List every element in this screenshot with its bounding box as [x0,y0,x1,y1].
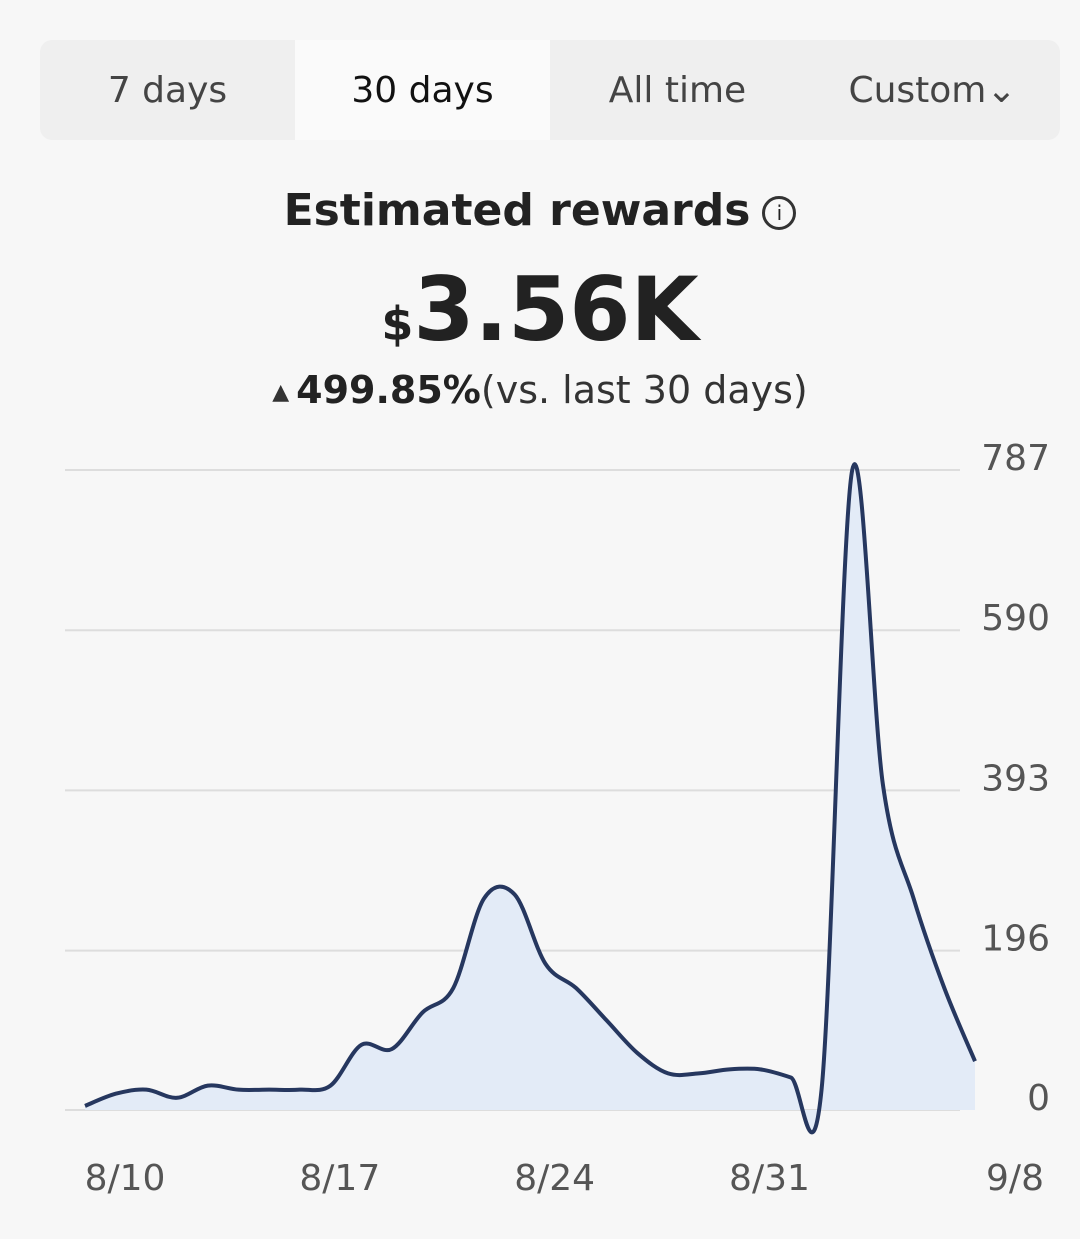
tab[interactable]: 30 days [295,40,550,140]
chevron: ⌄ [986,69,1017,111]
title-text: Estimated rewards [283,185,751,236]
y-tick-label: 787 [981,438,1050,479]
up-arrow: ▲ [272,380,297,405]
title: Estimated rewards i [0,185,1080,236]
range-tabs: 7 days 30 days All time Custom ⌄ [40,40,1060,140]
y-tick-label: 393 [981,758,1050,799]
currency: $ [381,297,414,351]
change: ▲ 499.85%(vs. last 30 days) [0,368,1080,412]
y-tick-label: 0 [1027,1078,1050,1119]
x-tick-label: 8/17 [299,1158,380,1199]
x-tick-label: 8/24 [514,1158,595,1199]
change-note: (vs. last 30 days) [480,368,808,412]
amount: 3.56K [413,258,699,361]
info-icon[interactable]: i [762,196,797,230]
x-tick-label: 8/31 [729,1158,810,1199]
y-tick-label: 196 [981,919,1050,960]
y-tick-label: 590 [981,598,1050,639]
line [84,462,977,1135]
change-value: 499.85% [296,368,481,412]
tab[interactable]: Custom ⌄ [848,69,1017,111]
x-tick-label: 9/8 [986,1158,1044,1199]
x-tick-label: 8/10 [85,1158,166,1199]
tab[interactable]: All time [608,69,747,111]
tab[interactable]: 7 days [107,69,228,111]
total: $3.56K [0,258,1080,361]
area [85,464,975,1133]
